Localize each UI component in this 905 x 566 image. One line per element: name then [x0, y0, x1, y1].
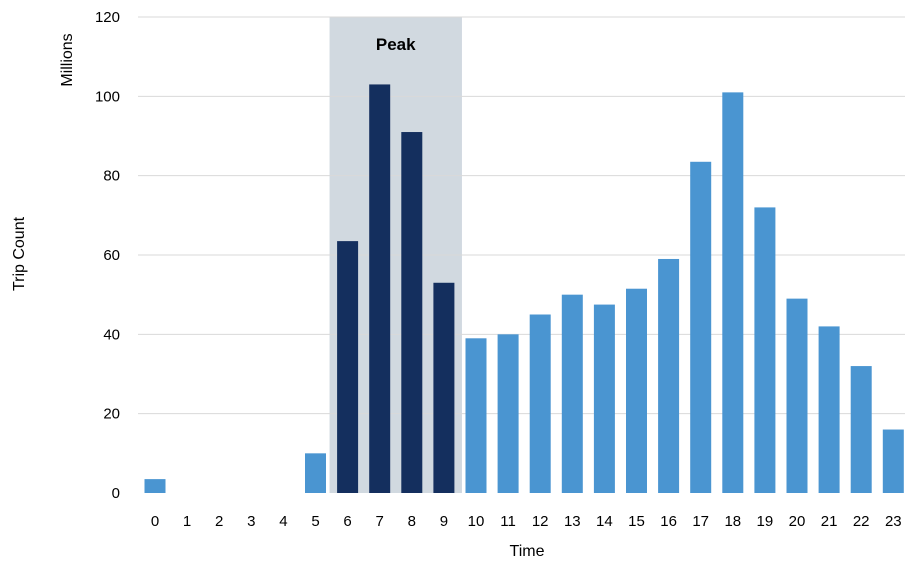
bar-13: [561, 294, 583, 493]
bar-17: [690, 161, 712, 494]
bar-19: [754, 207, 776, 493]
x-tick-label: 5: [311, 513, 319, 530]
x-tick-label: 21: [821, 513, 838, 530]
x-tick-label: 16: [660, 513, 677, 530]
bar-11: [497, 334, 519, 493]
x-tick-label: 15: [628, 513, 645, 530]
x-tick-label: 9: [440, 513, 448, 530]
bar-21: [818, 326, 840, 493]
x-tick-label: 7: [376, 513, 384, 530]
gridlines: [138, 16, 905, 415]
x-tick-label: 10: [468, 513, 485, 530]
bar-6: [337, 241, 359, 493]
bar-23: [882, 429, 904, 493]
x-tick-label: 18: [724, 513, 741, 530]
x-tick-label: 11: [500, 513, 516, 530]
bar-10: [465, 338, 487, 493]
bar-18: [722, 92, 744, 493]
x-tick-label: 13: [564, 513, 581, 530]
x-axis-title: Time: [510, 543, 545, 560]
y-tick-label: 0: [112, 485, 120, 502]
bar-14: [593, 304, 615, 493]
bar-8: [401, 132, 423, 494]
y-tick-label: 60: [103, 247, 120, 264]
x-tick-label: 14: [596, 513, 613, 530]
bar-20: [786, 298, 808, 493]
bars: [144, 84, 904, 494]
x-tick-label: 12: [532, 513, 549, 530]
bar-15: [626, 288, 647, 493]
x-tick-label: 8: [408, 513, 416, 530]
x-tick-label: 22: [853, 513, 870, 530]
y-tick-label: 120: [95, 9, 120, 26]
x-tick-label: 4: [279, 513, 287, 530]
x-tick-label: 17: [692, 513, 709, 530]
x-tick-label: 2: [215, 513, 223, 530]
bar-16: [658, 258, 680, 493]
bar-22: [850, 366, 872, 493]
x-tick-label: 0: [151, 513, 159, 530]
x-tick-label: 19: [757, 513, 774, 530]
bar-0: [144, 479, 166, 493]
bar-5: [305, 453, 326, 493]
y-tick-label: 100: [95, 88, 120, 105]
y-axis-title: Trip Count: [11, 216, 28, 291]
y-tick-label: 20: [103, 406, 120, 423]
y-tick-label: 40: [103, 326, 120, 343]
x-tick-label: 23: [885, 513, 902, 530]
x-tick-label: 6: [343, 513, 351, 530]
x-tick-label: 1: [183, 513, 191, 530]
y-tick-label: 80: [103, 168, 120, 185]
bar-9: [433, 282, 455, 493]
bar-7: [369, 84, 391, 493]
peak-band-label: Peak: [376, 35, 416, 54]
y-axis-unit: Millions: [59, 33, 76, 86]
x-tick-label: 3: [247, 513, 255, 530]
x-tick-label: 20: [789, 513, 806, 530]
bar-12: [529, 314, 551, 493]
